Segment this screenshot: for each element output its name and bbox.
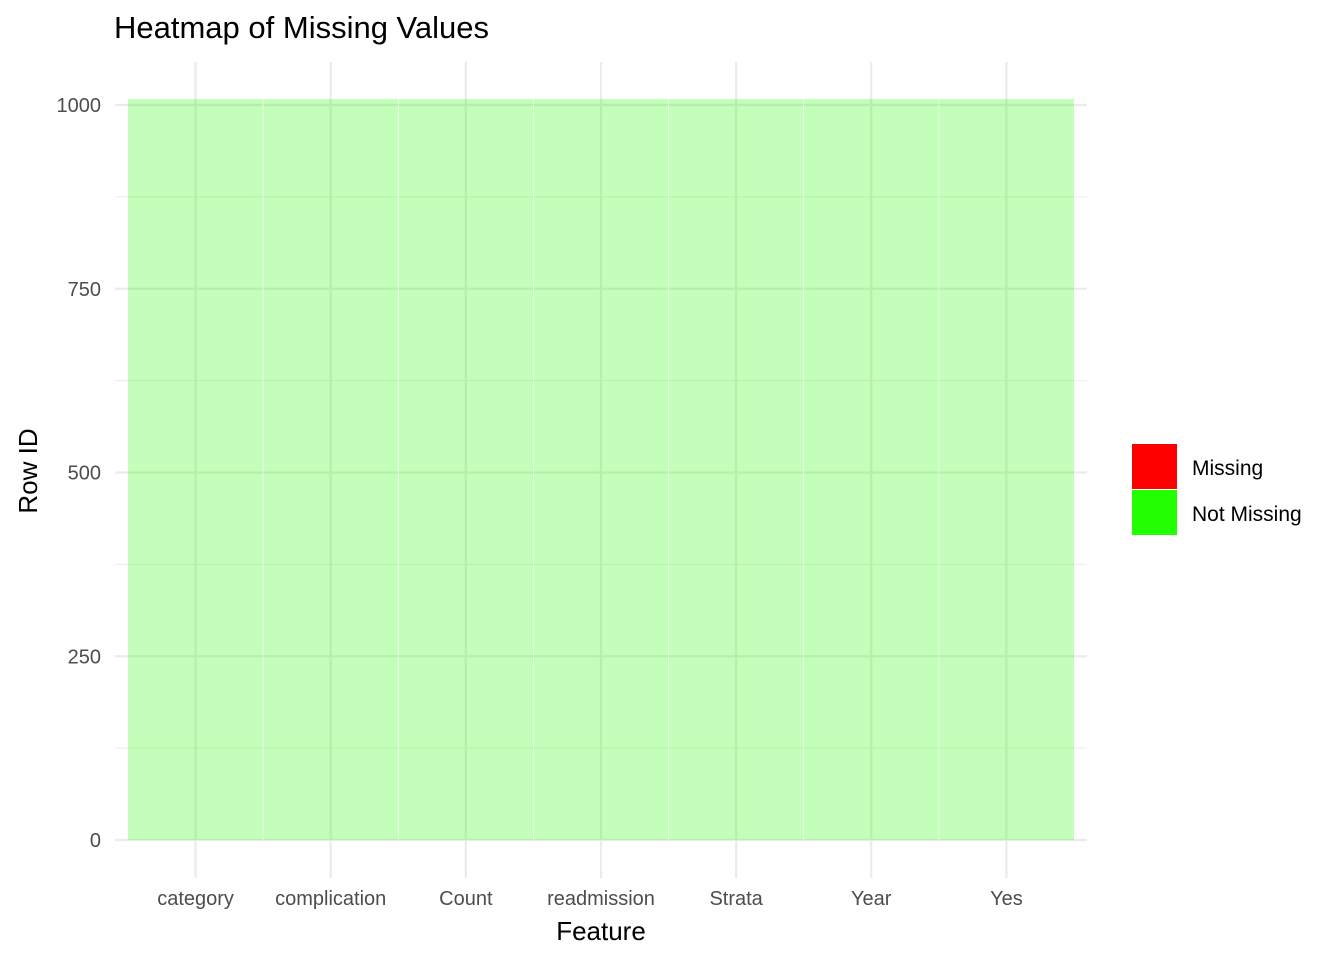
- x-axis-label: Feature: [556, 916, 646, 946]
- legend-swatch-missing: [1132, 444, 1177, 489]
- y-tick-label: 0: [90, 830, 101, 852]
- legend-swatch-not-missing: [1132, 490, 1177, 535]
- heatmap-cell-yes: [938, 99, 1074, 840]
- legend-label: Missing: [1192, 457, 1263, 480]
- legend-label: Not Missing: [1192, 503, 1302, 526]
- chart-title: Heatmap of Missing Values: [114, 10, 490, 45]
- y-tick-label: 750: [68, 279, 101, 301]
- x-tick-label: category: [157, 888, 234, 910]
- heatmap-cell-complication: [263, 99, 399, 840]
- x-tick-label: Year: [851, 888, 892, 910]
- x-tick-label: complication: [275, 888, 386, 910]
- heatmap-cell-strata: [668, 99, 804, 840]
- y-tick-label: 500: [68, 463, 101, 485]
- x-tick-label: Yes: [990, 888, 1023, 910]
- x-tick-label: Strata: [709, 888, 763, 910]
- x-tick-label: readmission: [547, 888, 655, 910]
- heatmap-cell-year: [803, 99, 939, 840]
- heatmap-cell-category: [128, 99, 264, 840]
- heatmap-cell-readmission: [533, 99, 669, 840]
- y-tick-label: 250: [68, 646, 101, 668]
- y-tick-label: 1000: [57, 95, 102, 117]
- x-tick-label: Count: [439, 888, 493, 910]
- y-axis-label: Row ID: [13, 428, 43, 513]
- heatmap-cell-count: [398, 99, 534, 840]
